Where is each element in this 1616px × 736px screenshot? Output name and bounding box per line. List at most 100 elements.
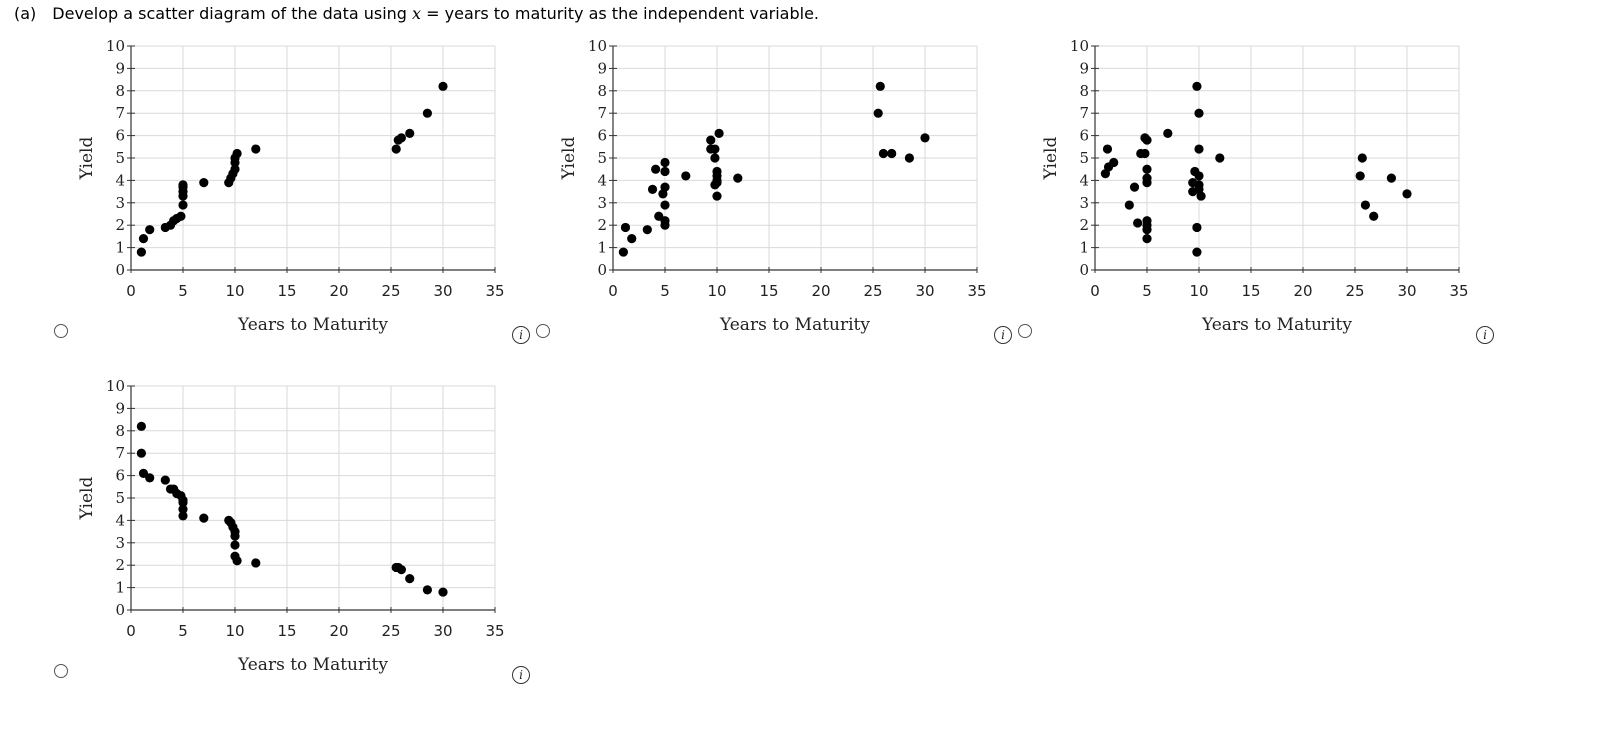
x-tick-label: 35 [485,282,504,300]
data-point [230,540,240,550]
radio-option-b[interactable] [536,324,550,338]
y-tick-label: 5 [115,489,125,507]
data-point [178,511,188,521]
data-point [230,531,240,541]
x-tick-label: 5 [660,282,670,300]
y-tick-label: 1 [597,239,607,257]
x-tick-label: 25 [863,282,882,300]
data-point [920,133,930,143]
data-point [232,556,242,566]
data-point [660,157,670,168]
data-point [1102,144,1113,154]
data-point [1215,153,1225,163]
y-tick-label: 9 [115,59,125,77]
data-point [1103,162,1114,172]
y-tick-label: 4 [115,511,125,529]
data-point [1140,148,1150,159]
data-point [136,421,146,431]
x-tick-label: 25 [381,622,400,640]
y-tick-label: 6 [597,127,607,145]
info-icon-b[interactable]: i [994,326,1012,344]
question-text-before: Develop a scatter diagram of the data us… [52,4,413,23]
data-point [712,191,722,201]
data-point [1192,247,1202,257]
data-point [199,513,209,523]
data-point [251,558,261,568]
data-point [251,144,261,154]
data-point [1386,173,1396,183]
question-prompt: (a) Develop a scatter diagram of the data… [14,4,819,23]
data-point [1129,182,1140,192]
y-tick-label: 1 [115,239,125,257]
x-tick-label: 30 [915,282,934,300]
scatter-chart-c: 0 5 10 15 20 25 30 35 0 1 2 3 4 5 6 7 8 9 10 Years to Matur… [1041,37,1469,335]
data-point [422,108,432,118]
x-tick-label: 10 [225,622,244,640]
y-tick-label: 8 [115,82,125,100]
info-icon-a[interactable]: i [512,326,530,344]
info-icon-c[interactable]: i [1476,326,1494,344]
radio-option-d[interactable] [54,664,68,678]
data-point [887,148,897,159]
y-tick-label: 10 [1070,37,1089,55]
data-point [904,153,914,163]
y-tick-label: 1 [1079,239,1089,257]
x-tick-label: 35 [967,282,986,300]
y-tick-label: 8 [1079,82,1089,100]
y-tick-label: 0 [597,261,607,279]
y-axis-title: Yield [77,477,97,521]
radio-option-c[interactable] [1018,324,1032,338]
info-icon-d[interactable]: i [512,666,530,684]
y-tick-label: 5 [115,149,125,167]
data-point [1194,144,1204,154]
data-point [878,148,888,159]
data-point [875,81,885,91]
data-point [1142,216,1152,226]
data-point [178,504,188,514]
data-point [1196,191,1206,201]
y-tick-label: 3 [1079,194,1089,212]
y-tick-label: 4 [1079,171,1089,189]
data-point [396,565,406,575]
y-tick-label: 0 [1079,261,1089,279]
data-point [710,144,720,154]
x-tick-label: 10 [707,282,726,300]
data-point [712,178,722,188]
y-tick-label: 9 [115,399,125,417]
data-point [1192,81,1202,91]
data-point [710,153,720,163]
data-point [438,587,448,597]
x-tick-label: 20 [329,282,348,300]
x-tick-label: 5 [1142,282,1152,300]
radio-option-a[interactable] [54,324,68,338]
x-tick-label: 10 [225,282,244,300]
data-point [651,164,661,174]
data-point [391,144,401,154]
x-tick-label: 30 [433,282,452,300]
data-point [199,178,209,188]
answer-option-d: 0 5 10 15 20 25 30 35 0 1 2 3 4 5 6 7 8 9 10 Years to Matur… [0,376,520,736]
data-point [706,135,716,145]
data-point [1194,108,1204,118]
data-point [1163,128,1173,138]
x-tick-label: 0 [126,282,136,300]
data-point [1194,171,1204,181]
x-tick-label: 30 [433,622,452,640]
x-tick-label: 25 [381,282,400,300]
x-tick-label: 15 [277,282,296,300]
y-axis-title: Yield [1041,137,1061,181]
y-tick-label: 4 [597,171,607,189]
answer-option-a: 0 5 10 15 20 25 30 35 0 1 2 3 4 5 6 7 8 9 10 Years to Matur… [0,36,520,396]
y-tick-label: 3 [115,194,125,212]
data-point [627,234,637,244]
data-point [681,171,691,181]
question-part-label: (a) [14,4,37,23]
scatter-chart-a: 0 5 10 15 20 25 30 35 0 1 2 3 4 5 6 7 8 9 10 Years to Matur… [77,37,505,335]
data-point [138,234,149,244]
y-tick-label: 2 [1079,216,1089,234]
data-point [620,222,631,233]
x-tick-label: 35 [1449,282,1468,300]
y-tick-label: 10 [588,37,607,55]
question-variable: x [412,4,422,23]
data-point [1142,234,1152,244]
